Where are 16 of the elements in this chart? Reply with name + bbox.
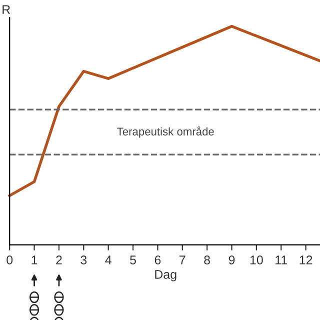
x-tick-label: 11 (276, 256, 287, 264)
x-axis-title: Dag (155, 270, 176, 282)
x-tick-label: 7 (180, 256, 186, 264)
x-tick-label: 1 (32, 256, 38, 264)
x-tick-label: 9 (228, 256, 235, 264)
x-tick-label: 10 (250, 256, 263, 264)
x-tick-label: 2 (56, 256, 62, 264)
annotation: Terapeutisk område (117, 126, 214, 138)
x-tick-label: 0 (6, 256, 13, 264)
x-tick-label: 12 (300, 256, 312, 264)
x-tick-label: 6 (154, 256, 161, 264)
x-tick-label: 8 (204, 256, 210, 264)
x-tick-label: 4 (105, 256, 112, 264)
x-tick-label: 3 (80, 256, 87, 264)
x-tick-label: 5 (130, 256, 136, 264)
y-axis-title: R (2, 5, 10, 14)
